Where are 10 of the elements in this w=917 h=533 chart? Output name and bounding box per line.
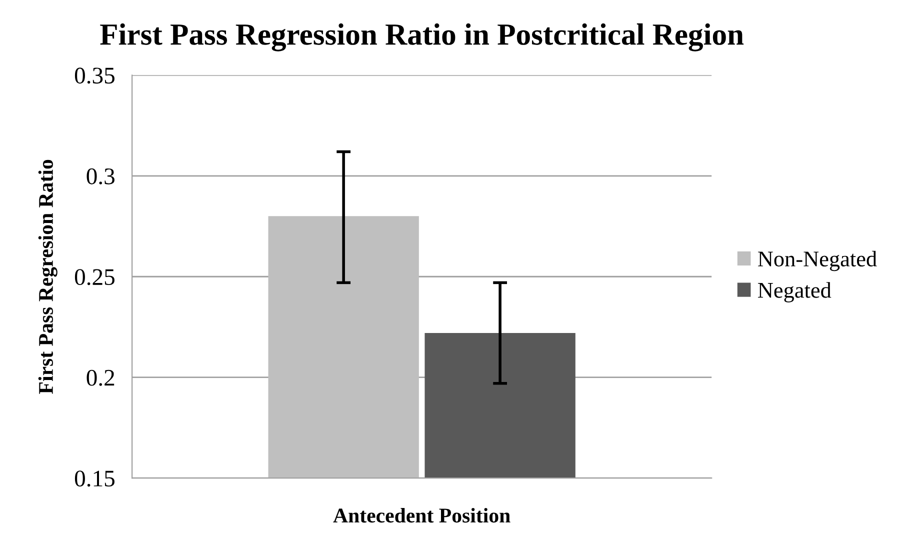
y-tick-label: 0.25 [74, 269, 114, 286]
x-axis-title: Antecedent Position [333, 508, 510, 523]
chart-title: First Pass Regression Ratio in Postcritical Region [100, 23, 744, 52]
y-tick-label: 0.15 [74, 470, 114, 487]
y-axis-title: First Pass Regresion Ratio [38, 160, 58, 394]
y-tick-label: 0.35 [74, 68, 114, 84]
legend-label: Negated [758, 282, 832, 302]
legend-label: Non-Negated [758, 250, 877, 272]
y-tick-label: 0.3 [86, 168, 114, 184]
y-tick-label: 0.2 [86, 370, 114, 386]
